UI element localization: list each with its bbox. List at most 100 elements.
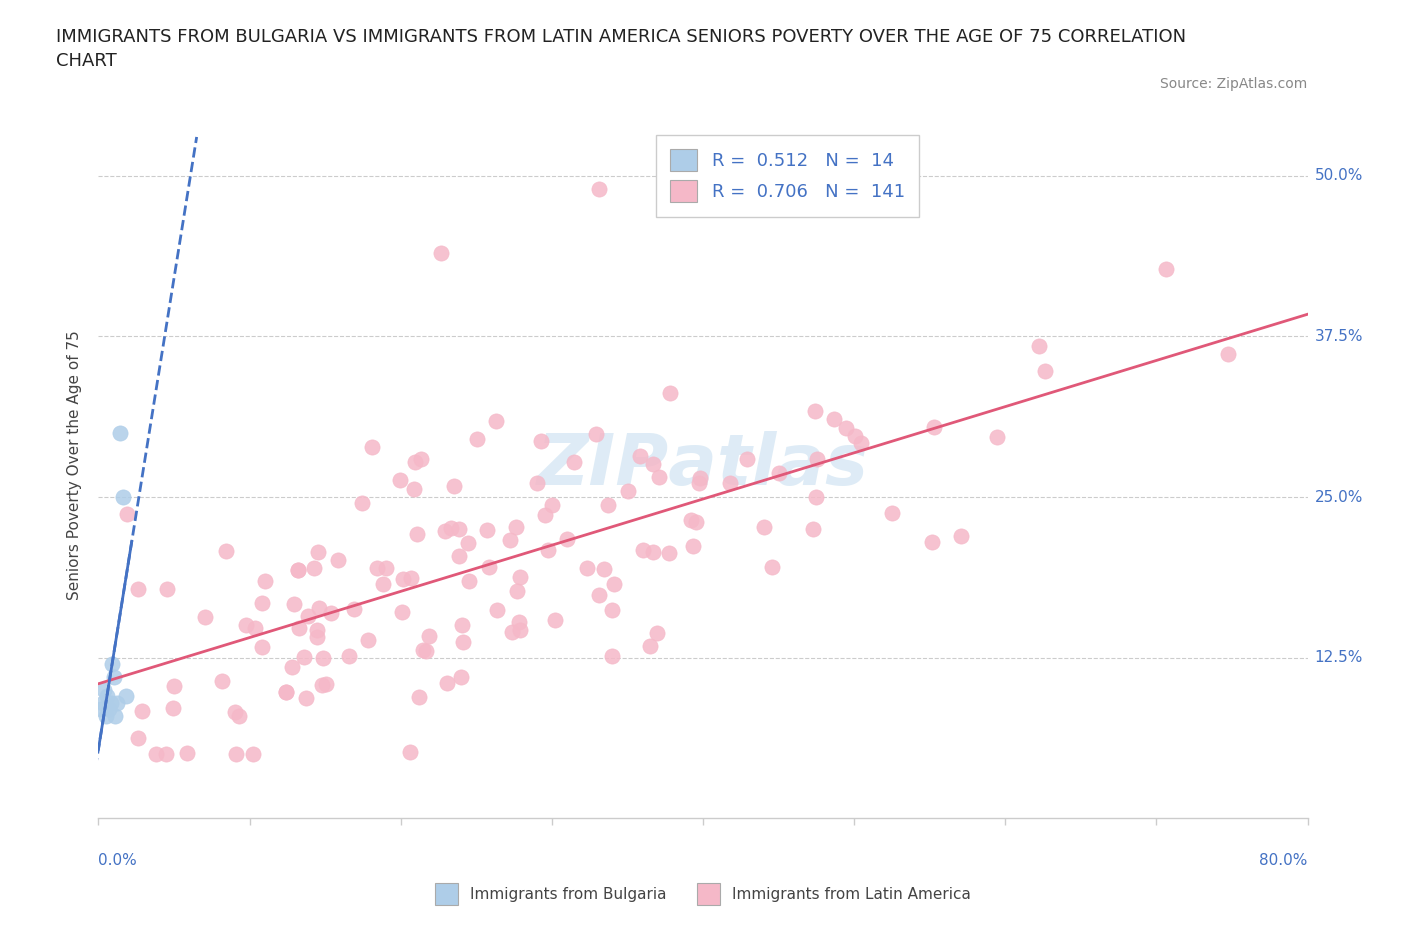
Point bbox=[418, 629, 440, 644]
Point bbox=[274, 684, 297, 699]
Point bbox=[194, 610, 217, 625]
Point bbox=[211, 674, 233, 689]
Point bbox=[447, 521, 470, 536]
Point bbox=[93, 683, 115, 698]
Point bbox=[288, 620, 311, 635]
Point bbox=[501, 624, 523, 639]
Point bbox=[411, 452, 433, 467]
Point bbox=[215, 543, 238, 558]
Point bbox=[806, 489, 828, 504]
Point bbox=[399, 570, 422, 585]
Point bbox=[718, 475, 741, 490]
Point bbox=[115, 507, 138, 522]
Point bbox=[555, 531, 578, 546]
Point bbox=[399, 745, 422, 760]
Point bbox=[485, 603, 508, 618]
Point bbox=[326, 553, 349, 568]
Point bbox=[530, 433, 553, 448]
Point bbox=[509, 622, 531, 637]
Point bbox=[986, 430, 1008, 445]
Point bbox=[882, 506, 904, 521]
Point bbox=[835, 420, 858, 435]
Point bbox=[373, 577, 395, 591]
Point bbox=[804, 404, 827, 418]
Point bbox=[352, 496, 374, 511]
Point bbox=[534, 507, 557, 522]
Point bbox=[357, 632, 380, 647]
Point bbox=[281, 660, 304, 675]
Point bbox=[689, 471, 711, 485]
Point bbox=[98, 702, 121, 717]
Point bbox=[391, 604, 413, 619]
Point bbox=[308, 601, 330, 616]
Point bbox=[436, 675, 458, 690]
Point bbox=[295, 691, 318, 706]
Point bbox=[366, 561, 388, 576]
Point bbox=[645, 626, 668, 641]
Point bbox=[443, 478, 465, 493]
Point bbox=[544, 613, 567, 628]
Text: 12.5%: 12.5% bbox=[1315, 650, 1362, 665]
Text: ZIP​atlas: ZIP​atlas bbox=[537, 431, 869, 499]
Point bbox=[253, 574, 276, 589]
Point bbox=[402, 482, 425, 497]
Point bbox=[392, 572, 415, 587]
Point bbox=[96, 689, 118, 704]
Point bbox=[434, 524, 457, 538]
Point bbox=[631, 542, 654, 557]
Point bbox=[475, 523, 498, 538]
Point bbox=[509, 569, 531, 584]
Point bbox=[508, 615, 530, 630]
Point bbox=[388, 473, 411, 488]
Point bbox=[658, 385, 681, 400]
Point bbox=[91, 696, 114, 711]
Point bbox=[404, 454, 426, 469]
Point bbox=[104, 708, 127, 723]
Point bbox=[145, 747, 167, 762]
Point bbox=[658, 545, 681, 560]
Point bbox=[101, 657, 124, 671]
Point bbox=[176, 746, 198, 761]
Point bbox=[242, 747, 264, 762]
Point bbox=[319, 606, 342, 621]
Point bbox=[252, 640, 274, 655]
Point bbox=[228, 709, 250, 724]
Point bbox=[103, 670, 125, 684]
Point bbox=[162, 701, 184, 716]
Point bbox=[307, 630, 329, 644]
Point bbox=[628, 448, 651, 463]
Text: IMMIGRANTS FROM BULGARIA VS IMMIGRANTS FROM LATIN AMERICA SENIORS POVERTY OVER T: IMMIGRANTS FROM BULGARIA VS IMMIGRANTS F… bbox=[56, 28, 1187, 70]
Point bbox=[844, 429, 866, 444]
Point bbox=[451, 635, 474, 650]
Point bbox=[405, 527, 427, 542]
Point bbox=[499, 533, 522, 548]
Point bbox=[343, 601, 366, 616]
Point bbox=[851, 435, 873, 450]
Point bbox=[430, 246, 453, 260]
Point bbox=[297, 608, 319, 623]
Point bbox=[339, 648, 361, 663]
Point bbox=[641, 457, 664, 472]
Point bbox=[761, 559, 783, 574]
Point bbox=[224, 705, 246, 720]
Point bbox=[537, 542, 560, 557]
Point bbox=[302, 561, 325, 576]
Point bbox=[457, 536, 479, 551]
Point bbox=[162, 679, 184, 694]
Point bbox=[415, 644, 437, 658]
Point bbox=[575, 560, 598, 575]
Point bbox=[562, 455, 585, 470]
Point bbox=[243, 620, 266, 635]
Text: 80.0%: 80.0% bbox=[1260, 853, 1308, 868]
Point bbox=[682, 538, 704, 553]
Point bbox=[131, 704, 153, 719]
Point bbox=[155, 747, 177, 762]
Point bbox=[412, 643, 434, 658]
Text: 25.0%: 25.0% bbox=[1315, 489, 1362, 505]
Point bbox=[588, 588, 610, 603]
Text: Source: ZipAtlas.com: Source: ZipAtlas.com bbox=[1160, 77, 1308, 91]
Point bbox=[600, 603, 623, 618]
Point bbox=[478, 559, 501, 574]
Point bbox=[225, 747, 247, 762]
Point bbox=[600, 648, 623, 663]
